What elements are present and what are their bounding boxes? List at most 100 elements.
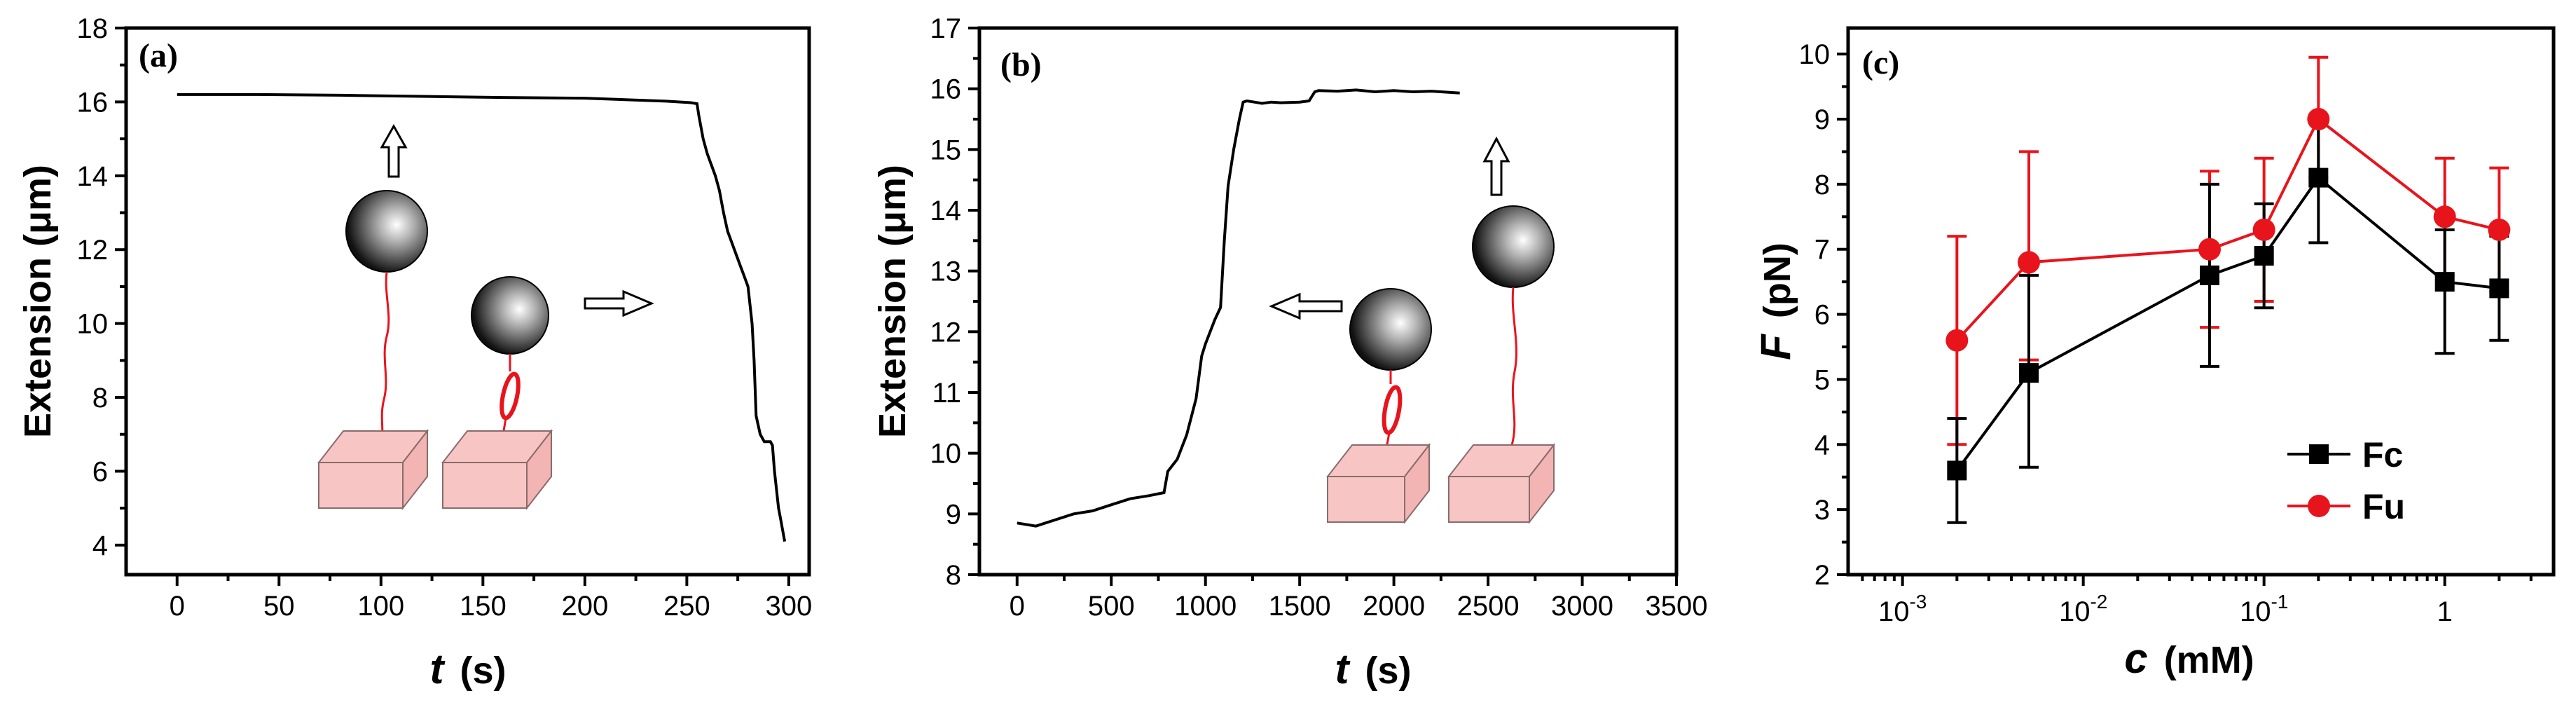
y-tick-label: 14 — [930, 196, 962, 226]
x-tick-label: 2000 — [1363, 591, 1425, 622]
panel-b-series-line — [1017, 88, 1460, 528]
substrate-box-1 — [317, 429, 429, 510]
data-point-fu — [2252, 218, 2275, 241]
pull-right-arrow-icon — [584, 289, 654, 317]
x-tick-label: 50 — [263, 591, 295, 622]
series-line-fc — [1955, 175, 2500, 472]
y-tick-label: 15 — [930, 135, 962, 165]
x-tick-label: 100 — [357, 591, 404, 622]
x-tick-label: 10-3 — [1878, 591, 1927, 627]
y-tick-label: 5 — [1814, 364, 1830, 395]
panel-c-label: (c) — [1862, 44, 1899, 81]
data-point-fu — [2198, 238, 2222, 261]
x-tick-label: 0 — [1010, 591, 1025, 622]
y-tick-label: 9 — [1814, 104, 1830, 135]
panel-c-ylabel: F (pN) — [1752, 242, 1799, 360]
panel-a-ylabel: Extension (μm) — [17, 165, 59, 438]
x-tick-label: 300 — [766, 591, 813, 622]
svg-text:Fu: Fu — [2362, 487, 2405, 526]
panel-b-xlabel-unit: (s) — [1365, 650, 1412, 692]
panel-a-frame — [124, 26, 811, 577]
y-tick-label: 2 — [1814, 560, 1830, 591]
panel-b-xlabel: t (s) — [1335, 645, 1412, 692]
data-point-fc — [1947, 460, 1967, 481]
data-point-fc — [2308, 167, 2329, 188]
data-point-fu — [2433, 205, 2456, 228]
x-tick-label: 3000 — [1551, 591, 1613, 622]
y-tick-label: 9 — [946, 499, 961, 530]
x-tick-label: 500 — [1088, 591, 1135, 622]
panel-c-series — [1945, 55, 2511, 524]
x-tick-label: 2500 — [1457, 591, 1520, 622]
x-tick-label: 0 — [170, 591, 185, 622]
panel-c-xlabel: c (mM) — [2124, 635, 2254, 682]
panel-a-xlabel: t (s) — [430, 645, 507, 692]
dna-loop-b — [1382, 385, 1403, 435]
substrate-box-3 — [1325, 443, 1431, 524]
panel-a-xlabel-unit: (s) — [460, 650, 507, 692]
y-tick-label: 16 — [77, 87, 109, 118]
panel-a-xlabel-symbol: t — [430, 645, 446, 692]
y-tick-label: 8 — [1814, 170, 1830, 200]
panel-c-xlabel-unit: (mM) — [2164, 639, 2254, 681]
y-tick-label: 3 — [1814, 495, 1830, 526]
y-tick-label: 13 — [930, 256, 962, 287]
x-tick-label-base: 10 — [1878, 596, 1910, 627]
y-tick-label: 16 — [930, 74, 962, 105]
x-tick-label-exponent: -1 — [2271, 591, 2288, 612]
legend-item-fu: Fu — [2287, 487, 2405, 526]
panel-c-legend: Fc Fu — [2287, 435, 2405, 526]
x-tick-label: 10-2 — [2059, 591, 2107, 627]
bead-1 — [345, 190, 428, 273]
panel-a-ticks: 0 50 100 150 200 250 300 4 6 8 10 12 14 16 18 — [77, 13, 813, 622]
y-tick-label: 14 — [77, 161, 109, 192]
legend-square-marker — [2309, 444, 2329, 464]
x-tick-label: 1000 — [1174, 591, 1237, 622]
substrate-box-4 — [1447, 443, 1556, 524]
x-tick-label: 200 — [561, 591, 608, 622]
y-tick-label: 18 — [77, 13, 109, 44]
y-tick-label: 10 — [77, 309, 109, 340]
y-tick-label: 11 — [932, 378, 961, 409]
pull-left-arrow-icon — [1269, 292, 1343, 320]
x-tick-label: 250 — [663, 591, 710, 622]
tether-1 — [380, 271, 390, 442]
data-point-fu — [2307, 108, 2330, 130]
data-point-fc — [2200, 265, 2220, 285]
bead-3 — [1349, 288, 1432, 371]
y-tick-label: 4 — [92, 531, 108, 561]
panel-c-ylabel-symbol: F — [1752, 334, 1799, 360]
tether-4 — [1506, 287, 1517, 463]
x-tick-label: 1 — [2437, 596, 2453, 627]
x-tick-label-exponent: -3 — [1909, 591, 1927, 612]
svg-text:Fc: Fc — [2362, 435, 2403, 474]
panel-c-frame — [1846, 26, 2556, 577]
x-tick-label: 10-1 — [2240, 591, 2288, 627]
substrate-box-2 — [441, 429, 553, 510]
pull-up-arrow-icon-b — [1482, 136, 1510, 196]
y-tick-label: 8 — [946, 560, 961, 591]
data-point-fu — [2488, 218, 2511, 241]
data-point-fu — [2018, 251, 2041, 274]
panel-c-ylabel-unit: (pN) — [1756, 242, 1798, 318]
x-tick-label-base: 10 — [2240, 596, 2271, 627]
legend-circle-marker — [2308, 495, 2330, 517]
data-point-fu — [1945, 329, 1969, 352]
y-tick-label: 4 — [1814, 430, 1830, 460]
y-tick-label: 8 — [92, 383, 108, 413]
data-point-fc — [2254, 246, 2274, 266]
y-tick-label: 6 — [1814, 300, 1830, 331]
panel-b-inset — [1269, 136, 1556, 524]
panel-a-series-line — [177, 93, 787, 542]
y-tick-label: 10 — [1799, 39, 1831, 70]
panel-b-ylabel: Extension (μm) — [872, 165, 914, 438]
y-tick-label: 6 — [92, 456, 108, 487]
panel-b-xlabel-symbol: t — [1335, 645, 1351, 692]
x-tick-label: 150 — [460, 591, 507, 622]
y-tick-label: 12 — [77, 235, 109, 266]
panel-b-label: (b) — [1000, 46, 1042, 83]
bead-2 — [471, 276, 549, 355]
